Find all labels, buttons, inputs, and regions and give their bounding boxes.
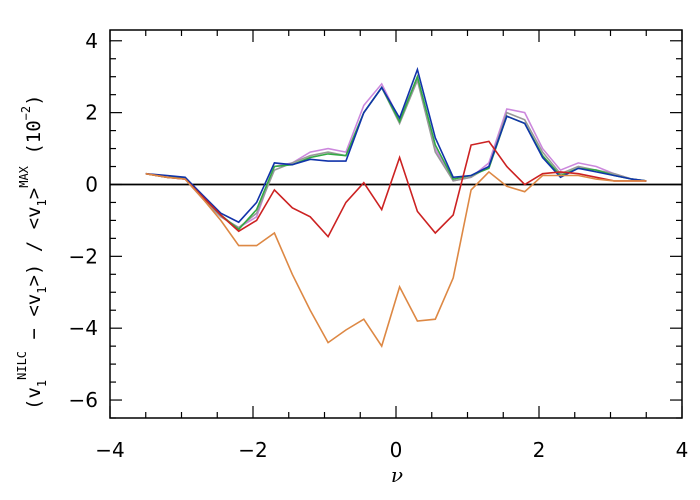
x-tick-label: 0 xyxy=(390,438,403,462)
y-axis-title-text: (v1NILC − <v1>) / <v1>MAX (10−2) xyxy=(15,94,49,410)
series-line-4 xyxy=(145,66,647,224)
y-tick-label: 0 xyxy=(85,172,98,196)
ylab-open: (v xyxy=(23,387,45,410)
ylab-sub1: 1 xyxy=(35,380,49,387)
x-axis-title: ν xyxy=(391,463,403,487)
ylab-sup-nilc: NILC xyxy=(15,351,29,380)
ylab-minus-mean: − <v xyxy=(23,294,45,351)
series-line-6 xyxy=(145,170,647,348)
x-tick-label: 4 xyxy=(676,438,689,462)
ylab-close1: >) / <v xyxy=(23,206,45,286)
ylab-scale-close: ) xyxy=(23,94,45,105)
y-tick-label: −4 xyxy=(69,316,98,340)
y-tick-label: 4 xyxy=(85,29,98,53)
y-tick-label: 2 xyxy=(85,101,98,125)
series-layer xyxy=(145,66,647,348)
series-line-5 xyxy=(145,140,647,238)
ylab-scale: (10 xyxy=(23,120,45,166)
ylab-scale-exp: −2 xyxy=(19,106,33,120)
x-tick-label: −4 xyxy=(95,438,124,462)
ylab-close2: > xyxy=(23,188,45,199)
x-tick-label: −2 xyxy=(238,438,267,462)
ylab-sub3: 1 xyxy=(35,199,49,206)
ylab-sub2: 1 xyxy=(35,287,49,294)
tick-labels: −4 −2 0 2 4 −6 −4 −2 0 2 4 xyxy=(69,29,689,462)
x-tick-label: 2 xyxy=(533,438,546,462)
y-axis-title: (v1NILC − <v1>) / <v1>MAX (10−2) xyxy=(15,94,49,410)
y-tick-label: −2 xyxy=(69,244,98,268)
plot-frame xyxy=(109,29,683,419)
ylab-sup-max: MAX xyxy=(17,165,31,187)
y-tick-label: −6 xyxy=(69,388,98,412)
